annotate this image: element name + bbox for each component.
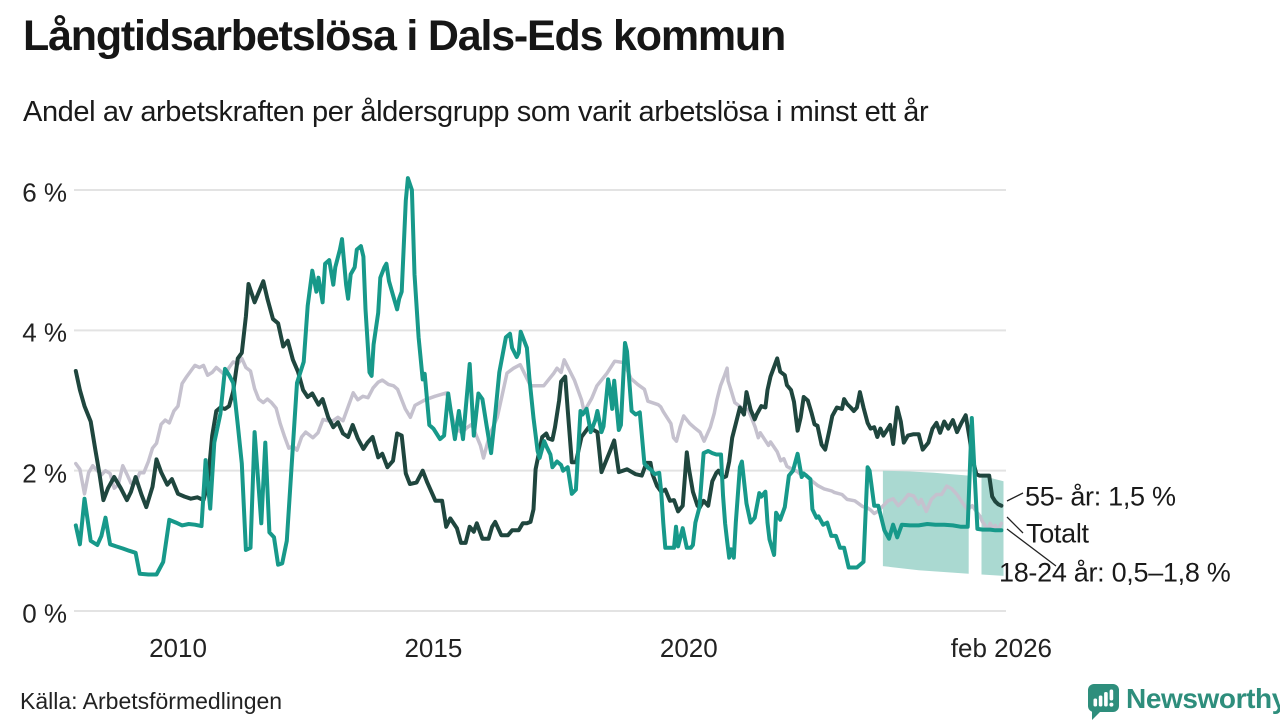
y-axis-tick-4: 4 % (22, 317, 67, 348)
newsworthy-logo: Newsworthy (1086, 681, 1280, 720)
y-axis-tick-0: 0 % (22, 598, 67, 629)
source-note: Källa: Arbetsförmedlingen (20, 688, 283, 714)
page-title: Långtidsarbetslösa i Dals-Eds kommun (23, 12, 786, 60)
newsworthy-bubble-chart-icon (1088, 684, 1119, 720)
series-line-18-24-r (73, 176, 1004, 577)
x-axis-tick-2020: 2020 (659, 633, 718, 663)
connector-totalt (1006, 516, 1024, 534)
y-axis-tick-6: 6 % (22, 177, 67, 208)
series-line-55-r (73, 279, 1004, 545)
annotation-55-line: 55- år: 1,5 % (1025, 481, 1176, 512)
annotation-totalt-line: Totalt (1026, 518, 1089, 549)
x-axis-tick-2010: 2010 (149, 633, 207, 663)
x-axis-tick-feb-2026: feb 2026 (950, 633, 1053, 663)
chart-subtitle: Andel av arbetskraften per åldersgrupp s… (23, 96, 929, 128)
y-axis-tick-2: 2 % (22, 458, 67, 489)
x-axis-tick-2015: 2015 (404, 633, 463, 663)
annotation-18-24-line: 18-24 år: 0,5–1,8 % (999, 557, 1231, 588)
connector-18-24 (1006, 528, 1057, 567)
connector-55 (1006, 492, 1024, 502)
series-line-totalt (74, 356, 1004, 533)
newsworthy-wordmark: Newsworthy (1126, 683, 1280, 714)
